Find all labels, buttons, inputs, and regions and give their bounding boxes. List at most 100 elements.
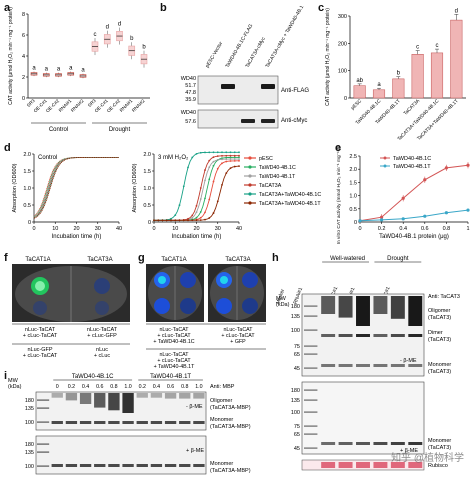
legend-label: TaWD40-4B.1C — [393, 156, 431, 162]
construct-label: + TaWD40-4B.1T — [154, 364, 195, 370]
mw-marker: 135 — [25, 406, 34, 412]
mw-marker: 35.9 — [185, 97, 196, 103]
y-tick-label: 1.0 — [349, 194, 357, 200]
monomer-band — [408, 364, 423, 367]
band-label: Monomer — [210, 417, 233, 423]
treatment-label: + β-ME — [400, 448, 418, 454]
series-line — [359, 164, 469, 222]
curve-point — [221, 151, 223, 154]
subplot-title: 3 mM H₂O₂ — [158, 155, 189, 161]
luminescence-spot — [95, 301, 109, 315]
significance-letter: b — [130, 36, 134, 42]
data-point — [401, 217, 405, 221]
curve-point — [233, 154, 236, 157]
curve-point — [229, 158, 232, 161]
oligomer-smear — [390, 296, 405, 319]
monomer-band — [390, 442, 405, 445]
monomer-band — [150, 421, 163, 424]
legend-label: TaWD40-4B.1C — [259, 165, 296, 171]
legend-marker — [248, 201, 252, 205]
curve-point — [229, 160, 232, 162]
marker-band — [37, 407, 50, 409]
construct-label: nLuc — [96, 347, 108, 353]
panel-f-luc: TaCAT1A TaCAT3A nLuc-TaCAT + cLuc-TaCAT nLuc… — [8, 254, 134, 364]
monomer-band — [94, 464, 106, 467]
growth-curve-d: 0 0.5 1.0 1.5 2.0 0 10 20 30 40 Control Incubation … — [12, 151, 321, 240]
panel-c-chart: 0 100 200 300 CAT activity (μmol H₂O₂ min⁻¹ … — [320, 6, 470, 146]
curve-point — [238, 165, 240, 167]
mw-marker: 65 — [294, 432, 300, 438]
significance-letter: ab — [356, 78, 363, 84]
panel-label-e: e — [335, 142, 342, 154]
rubisco-band — [408, 462, 423, 468]
construct-label: + cLuc-TaCAT — [157, 333, 191, 339]
mw-marker: 75 — [294, 344, 300, 350]
band — [241, 119, 255, 123]
y-axis-label: Absorption (OD600) — [12, 163, 18, 212]
y-tick-label: 0 — [148, 220, 151, 226]
curve-point — [229, 154, 232, 157]
band-label: (TaCAT3) — [428, 315, 451, 321]
x-tick-label: 1 — [466, 226, 469, 232]
monomer-band — [122, 421, 134, 424]
mw-marker: 180 — [25, 398, 34, 404]
rubisco-band — [321, 462, 336, 468]
legend-label: TaCAT3A+TaWD40-4B.1C — [259, 192, 321, 198]
band — [261, 119, 275, 123]
category-label: RNAi#2 — [70, 98, 85, 113]
column-title: TaCAT3A — [225, 257, 250, 263]
curve-point — [208, 159, 211, 162]
category-label: pESC — [350, 98, 363, 111]
lane-label: 0.8 — [110, 384, 117, 390]
curve-point — [157, 219, 160, 222]
control-curve — [33, 156, 119, 219]
x-tick-label: 0 — [32, 226, 35, 232]
monomer-band — [51, 464, 63, 467]
y-tick-label: 1.5 — [23, 169, 31, 175]
mw-header: WD40 — [181, 110, 196, 116]
y-axis-label: CAT activity (μmol H₂O₂ min⁻¹ mg⁻¹ prote… — [8, 7, 14, 105]
y-tick-label: 2.5 — [349, 154, 357, 160]
marker-band — [304, 411, 318, 413]
curve-point — [225, 156, 228, 159]
legend-label: TaWD40-4B.1T — [393, 164, 431, 170]
x-tick-label: 0 — [152, 226, 155, 232]
curve-point — [199, 219, 202, 222]
oligomer-smear — [94, 393, 106, 408]
marker-band — [304, 367, 318, 369]
curve-point — [199, 198, 202, 200]
monomer-band — [136, 464, 148, 467]
lane-label: 1.0 — [124, 384, 131, 390]
watermark: 知乎 @植物科学 — [391, 453, 464, 464]
monomer-band — [79, 421, 92, 424]
legend-marker — [383, 156, 387, 160]
loading-control-label: Rubisco — [428, 463, 448, 469]
category-label: SR3 — [26, 98, 36, 108]
monomer-band — [193, 421, 205, 424]
curve-point — [204, 218, 206, 221]
lane-label: 0.6 — [96, 384, 103, 390]
curve-point — [178, 219, 181, 222]
legend-label: TaCAT3A+TaWD40-4B.1T — [259, 201, 321, 207]
curve-point — [225, 158, 228, 161]
mw-header: WD40 — [181, 76, 196, 82]
curve-point — [187, 217, 189, 220]
band-label: (TaCAT3) — [428, 445, 451, 451]
rubisco-band — [356, 462, 370, 468]
significance-letter: a — [57, 67, 61, 73]
curve-point — [229, 167, 232, 170]
y-tick-label: 200 — [338, 41, 347, 47]
luminescence-core — [35, 281, 45, 291]
monomer-band — [408, 442, 423, 445]
construct-label: + TaWD40-4B.1C — [153, 339, 194, 345]
curve-point — [238, 158, 240, 161]
x-tick-label: 20 — [73, 226, 79, 232]
band-label: Dimer — [428, 330, 443, 336]
curve-point — [238, 156, 240, 159]
curve-point — [212, 180, 215, 183]
oligomer-smear — [79, 393, 92, 404]
dimer-band — [373, 334, 388, 337]
antibody-label: Anti-FLAG — [281, 88, 309, 94]
y-tick-label: 4 — [22, 54, 25, 60]
